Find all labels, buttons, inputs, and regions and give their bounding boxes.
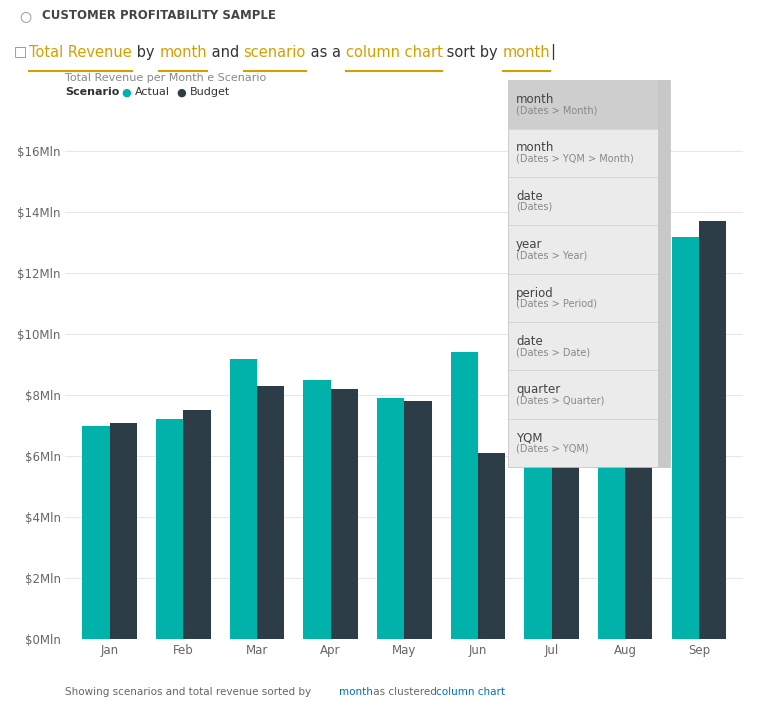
Text: (Dates > Year): (Dates > Year) <box>516 251 588 261</box>
Bar <box>478 453 505 639</box>
Bar <box>625 264 652 639</box>
Text: date: date <box>516 335 543 348</box>
Text: ●: ● <box>121 87 131 97</box>
Text: sort by: sort by <box>443 45 503 60</box>
Text: |: | <box>551 45 555 60</box>
Text: CUSTOMER PROFITABILITY SAMPLE: CUSTOMER PROFITABILITY SAMPLE <box>42 9 276 23</box>
Bar <box>404 401 431 639</box>
Text: Showing scenarios and total revenue sorted by: Showing scenarios and total revenue sort… <box>65 687 315 697</box>
Text: (Dates > Date): (Dates > Date) <box>516 347 590 357</box>
Text: column chart: column chart <box>436 687 505 697</box>
Text: (Dates > YQM): (Dates > YQM) <box>516 444 588 454</box>
Bar <box>330 389 358 639</box>
Bar <box>303 380 330 639</box>
Bar <box>377 398 404 639</box>
Text: date: date <box>516 190 543 203</box>
Text: month: month <box>516 141 554 155</box>
Text: year: year <box>516 238 542 251</box>
Bar <box>524 447 551 639</box>
Text: ●: ● <box>176 87 186 97</box>
Bar <box>551 450 579 639</box>
Text: (Dates > Month): (Dates > Month) <box>516 105 598 115</box>
Text: as clustered: as clustered <box>370 687 440 697</box>
Text: (Dates > Quarter): (Dates > Quarter) <box>516 395 604 405</box>
Bar <box>183 410 210 639</box>
Text: period: period <box>516 287 554 300</box>
Text: □: □ <box>14 44 27 58</box>
Text: month: month <box>159 45 207 60</box>
Text: month: month <box>516 93 554 106</box>
Text: quarter: quarter <box>516 383 560 396</box>
Text: Actual: Actual <box>135 87 169 97</box>
Bar <box>229 359 257 639</box>
Text: as a: as a <box>306 45 346 60</box>
Text: (Dates > Period): (Dates > Period) <box>516 299 597 309</box>
Text: ○: ○ <box>19 9 32 23</box>
Bar <box>82 425 109 639</box>
Bar <box>450 352 478 639</box>
Text: Budget: Budget <box>190 87 230 97</box>
Bar <box>671 236 699 639</box>
Text: (Dates): (Dates) <box>516 202 552 212</box>
Text: column chart: column chart <box>346 45 443 60</box>
Text: by: by <box>132 45 159 60</box>
Text: YQM: YQM <box>516 432 542 444</box>
Text: month: month <box>503 45 551 60</box>
Text: scenario: scenario <box>243 45 306 60</box>
Text: Scenario: Scenario <box>65 87 120 97</box>
Bar <box>257 386 284 639</box>
Bar <box>109 422 137 639</box>
Text: and: and <box>207 45 243 60</box>
Text: Total Revenue per Month e Scenario: Total Revenue per Month e Scenario <box>65 73 266 83</box>
Text: month: month <box>339 687 373 697</box>
Bar <box>699 222 726 639</box>
Bar <box>156 420 183 639</box>
Text: Total Revenue: Total Revenue <box>29 45 132 60</box>
Bar <box>598 450 625 639</box>
Text: (Dates > YQM > Month): (Dates > YQM > Month) <box>516 153 634 163</box>
